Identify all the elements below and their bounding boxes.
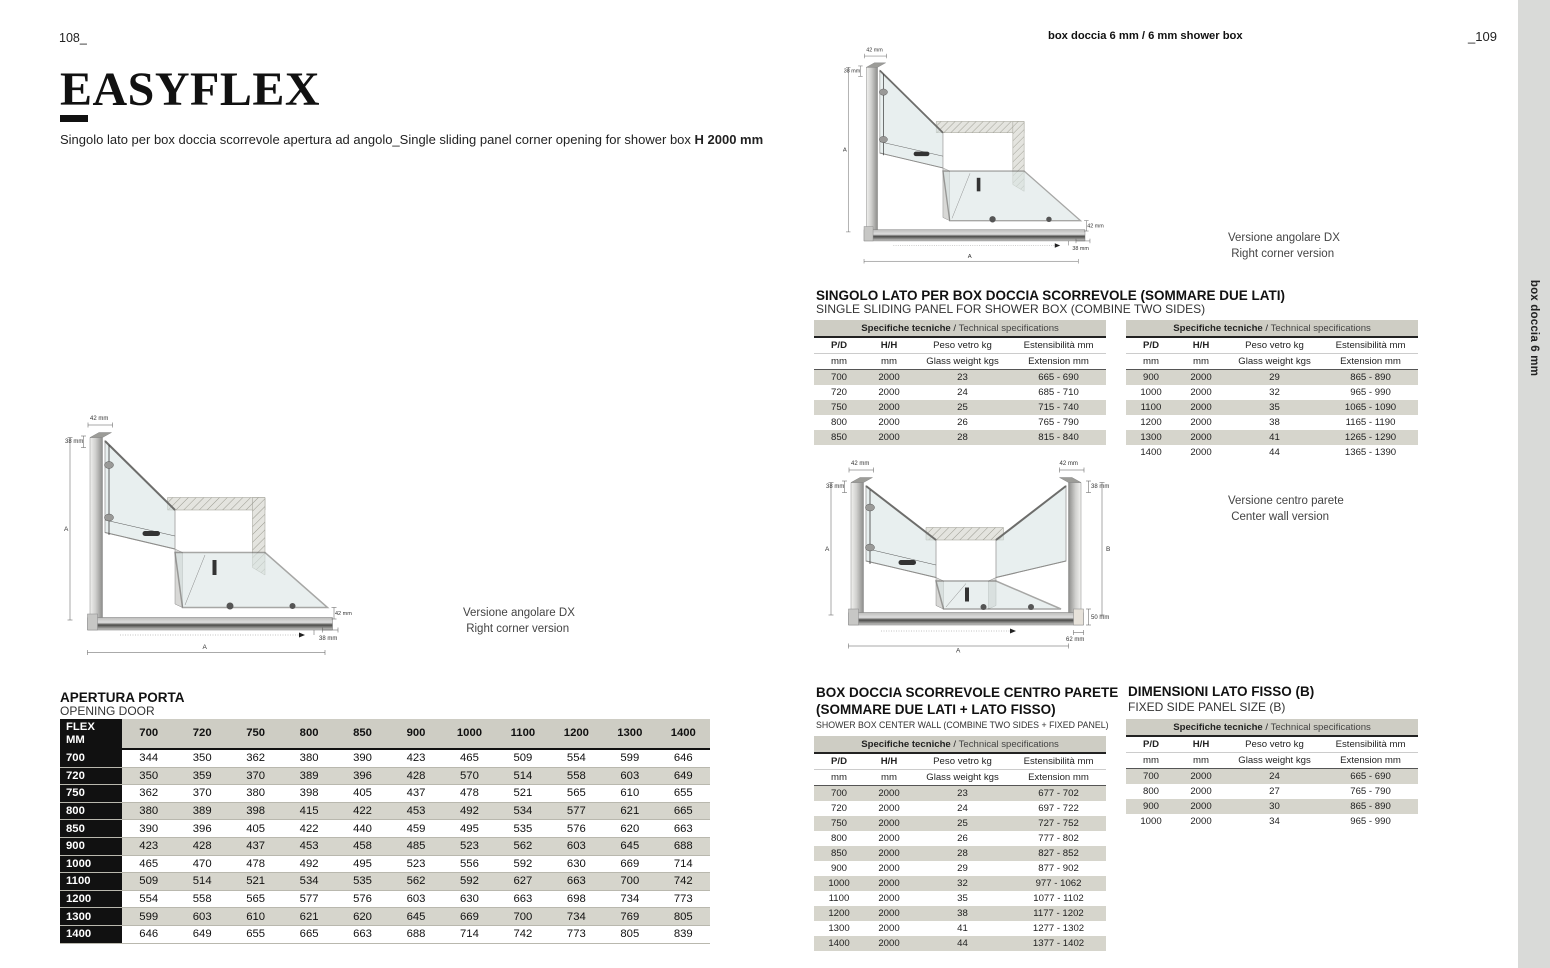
svg-text:38 mm: 38 mm [65, 439, 83, 445]
svg-text:B: B [1106, 546, 1110, 553]
svg-text:A: A [825, 546, 830, 553]
svg-text:42 mm: 42 mm [1060, 461, 1078, 467]
svg-text:38 mm: 38 mm [1091, 484, 1109, 490]
svg-text:42 mm: 42 mm [866, 48, 883, 54]
svg-text:42 mm: 42 mm [335, 611, 352, 617]
svg-text:A: A [203, 644, 208, 651]
svg-text:A: A [956, 648, 961, 655]
svg-text:42 mm: 42 mm [90, 416, 108, 422]
svg-text:62 mm: 62 mm [1066, 637, 1084, 643]
svg-text:42 mm: 42 mm [851, 461, 869, 467]
svg-text:A: A [843, 148, 847, 154]
svg-text:38 mm: 38 mm [1072, 246, 1089, 252]
svg-text:38 mm: 38 mm [826, 484, 844, 490]
svg-text:38 mm: 38 mm [319, 636, 337, 642]
svg-text:A: A [968, 254, 972, 260]
svg-text:38 mm: 38 mm [844, 68, 861, 74]
svg-text:50 mm: 50 mm [1091, 615, 1109, 621]
svg-text:A: A [64, 526, 69, 533]
svg-text:42 mm: 42 mm [1087, 223, 1104, 229]
